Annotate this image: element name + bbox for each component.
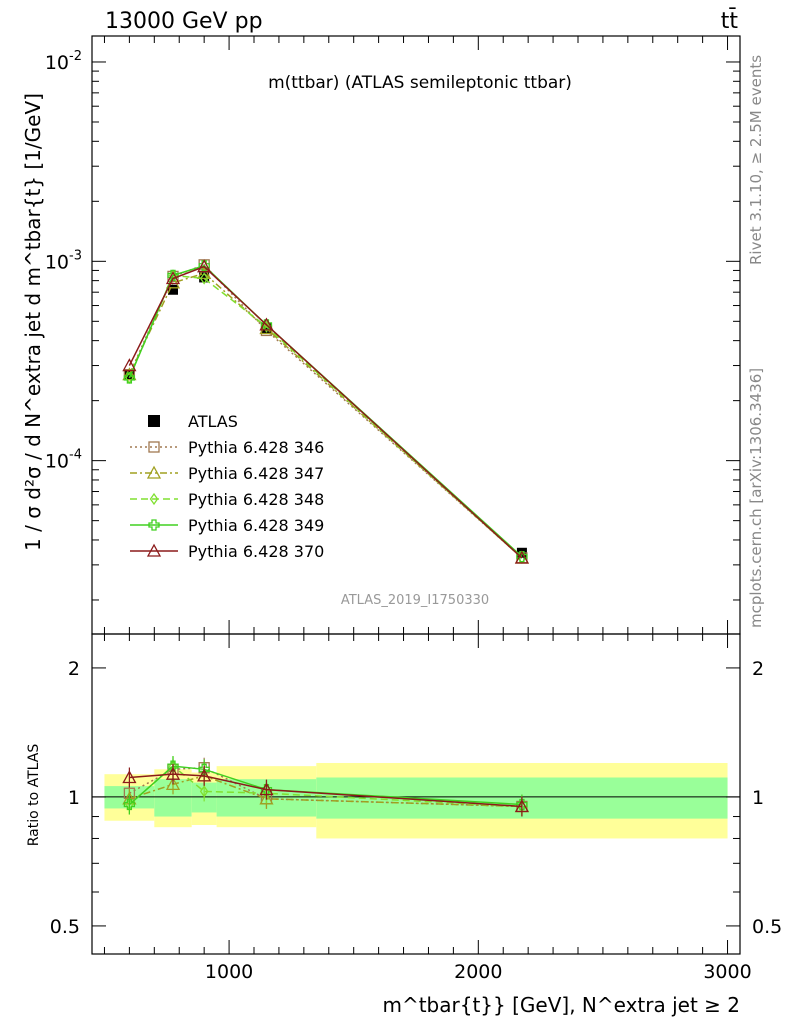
legend-entry-atlas: ATLAS: [148, 412, 238, 431]
marker-triangle: [122, 770, 137, 784]
series-line: [128, 265, 523, 559]
y-axis-label-ratio: Ratio to ATLAS: [26, 744, 42, 847]
marker-triangle: [197, 768, 212, 782]
y-tick-base: 10: [45, 251, 69, 273]
rivet-label: Rivet 3.1.10, ≥ 2.5M events: [747, 55, 765, 265]
legend-label: Pythia 6.428 346: [188, 438, 324, 457]
marker-cross: [167, 269, 179, 282]
ratio-y-tick-label: 1: [68, 787, 80, 809]
ratio-y-tick-label: 2: [68, 658, 80, 680]
legend-label: Pythia 6.428 347: [188, 464, 324, 483]
legend-entry-series: Pythia 6.428 346: [130, 438, 324, 457]
marker-triangle: [146, 465, 162, 479]
marker-cross: [123, 372, 136, 384]
marker-triangle: [122, 367, 137, 381]
ratio-panel: 0.5 0.5 1 1 2 2: [50, 658, 782, 938]
marker-triangle: [259, 317, 274, 331]
x-tick-label: 2000: [454, 961, 502, 983]
legend-entry-series: Pythia 6.428 370: [130, 542, 324, 561]
ratio-y-tick-label: 1: [752, 787, 764, 809]
legend-entry-series: Pythia 6.428 349: [130, 516, 324, 535]
marker-cross: [148, 519, 160, 531]
legend-label: Pythia 6.428 370: [188, 542, 324, 561]
y-tick-exponent: -2: [69, 49, 82, 64]
ratio-frame: [91, 633, 741, 955]
series-line: [128, 272, 523, 559]
y-tick-base: 10: [45, 52, 69, 74]
marker-triangle: [259, 791, 274, 805]
marker-cross: [123, 798, 136, 811]
marker-triangle: [146, 543, 162, 557]
legend-label: Pythia 6.428 349: [188, 516, 324, 535]
marker-diamond: [199, 785, 209, 798]
x-axis-label: m^tbar{t}} [GeV], N^extra jet ≥ 2: [382, 993, 740, 1017]
legend: ATLAS Pythia 6.428 346 Pythia 6.428 347 Pyt…: [130, 412, 324, 561]
marker-triangle: [165, 766, 181, 780]
x-tick-label: 1000: [205, 961, 253, 983]
y-tick-exponent: -4: [69, 448, 82, 463]
y-axis-label-main: 1 / σ d²σ / d N^extra jet d m^tbar{t} [1…: [21, 93, 45, 551]
marker-triangle: [259, 782, 274, 796]
marker-diamond: [199, 272, 209, 285]
x-tick-label: 3000: [703, 961, 751, 983]
marker-triangle: [197, 266, 212, 280]
ratio-y-tick-label: 0.5: [752, 916, 782, 938]
watermark: ATLAS_2019_I1750330: [341, 593, 489, 608]
marker-triangle: [122, 358, 137, 372]
marker-square-filled: [168, 284, 178, 295]
y-tick-label: 10-2: [45, 49, 82, 74]
header-left: 13000 GeV pp: [105, 9, 263, 34]
y-tick-label: 10-4: [45, 448, 82, 473]
mcplots-label: mcplots.cern.ch [arXiv:1306.3436]: [747, 368, 765, 628]
plot-title: m(ttbar) (ATLAS semileptonic ttbar): [268, 73, 572, 93]
marker-square-filled: [261, 323, 272, 334]
legend-entry-series: Pythia 6.428 348: [130, 490, 324, 509]
header-right: tt̄: [721, 8, 739, 34]
marker-triangle: [514, 550, 530, 564]
legend-label: Pythia 6.428 348: [188, 490, 324, 509]
series-line: [128, 274, 523, 559]
y-tick-base: 10: [45, 451, 69, 473]
marker-triangle: [514, 799, 530, 813]
marker-diamond: [149, 492, 159, 506]
marker-triangle: [197, 259, 212, 273]
marker-diamond: [262, 320, 271, 333]
marker-square-filled: [148, 415, 160, 427]
y-tick-label: 10-3: [45, 248, 82, 273]
ratio-y-tick-label: 0.5: [50, 916, 80, 938]
marker-square-filled: [199, 272, 210, 283]
ratio-y-tick-label: 2: [752, 658, 764, 680]
marker-triangle: [165, 776, 181, 790]
legend-entry-series: Pythia 6.428 347: [130, 464, 324, 483]
marker-triangle: [165, 271, 181, 285]
legend-label: ATLAS: [188, 412, 238, 431]
y-tick-exponent: -3: [69, 248, 82, 263]
marker-cross: [516, 798, 528, 811]
marker-square: [148, 441, 160, 453]
